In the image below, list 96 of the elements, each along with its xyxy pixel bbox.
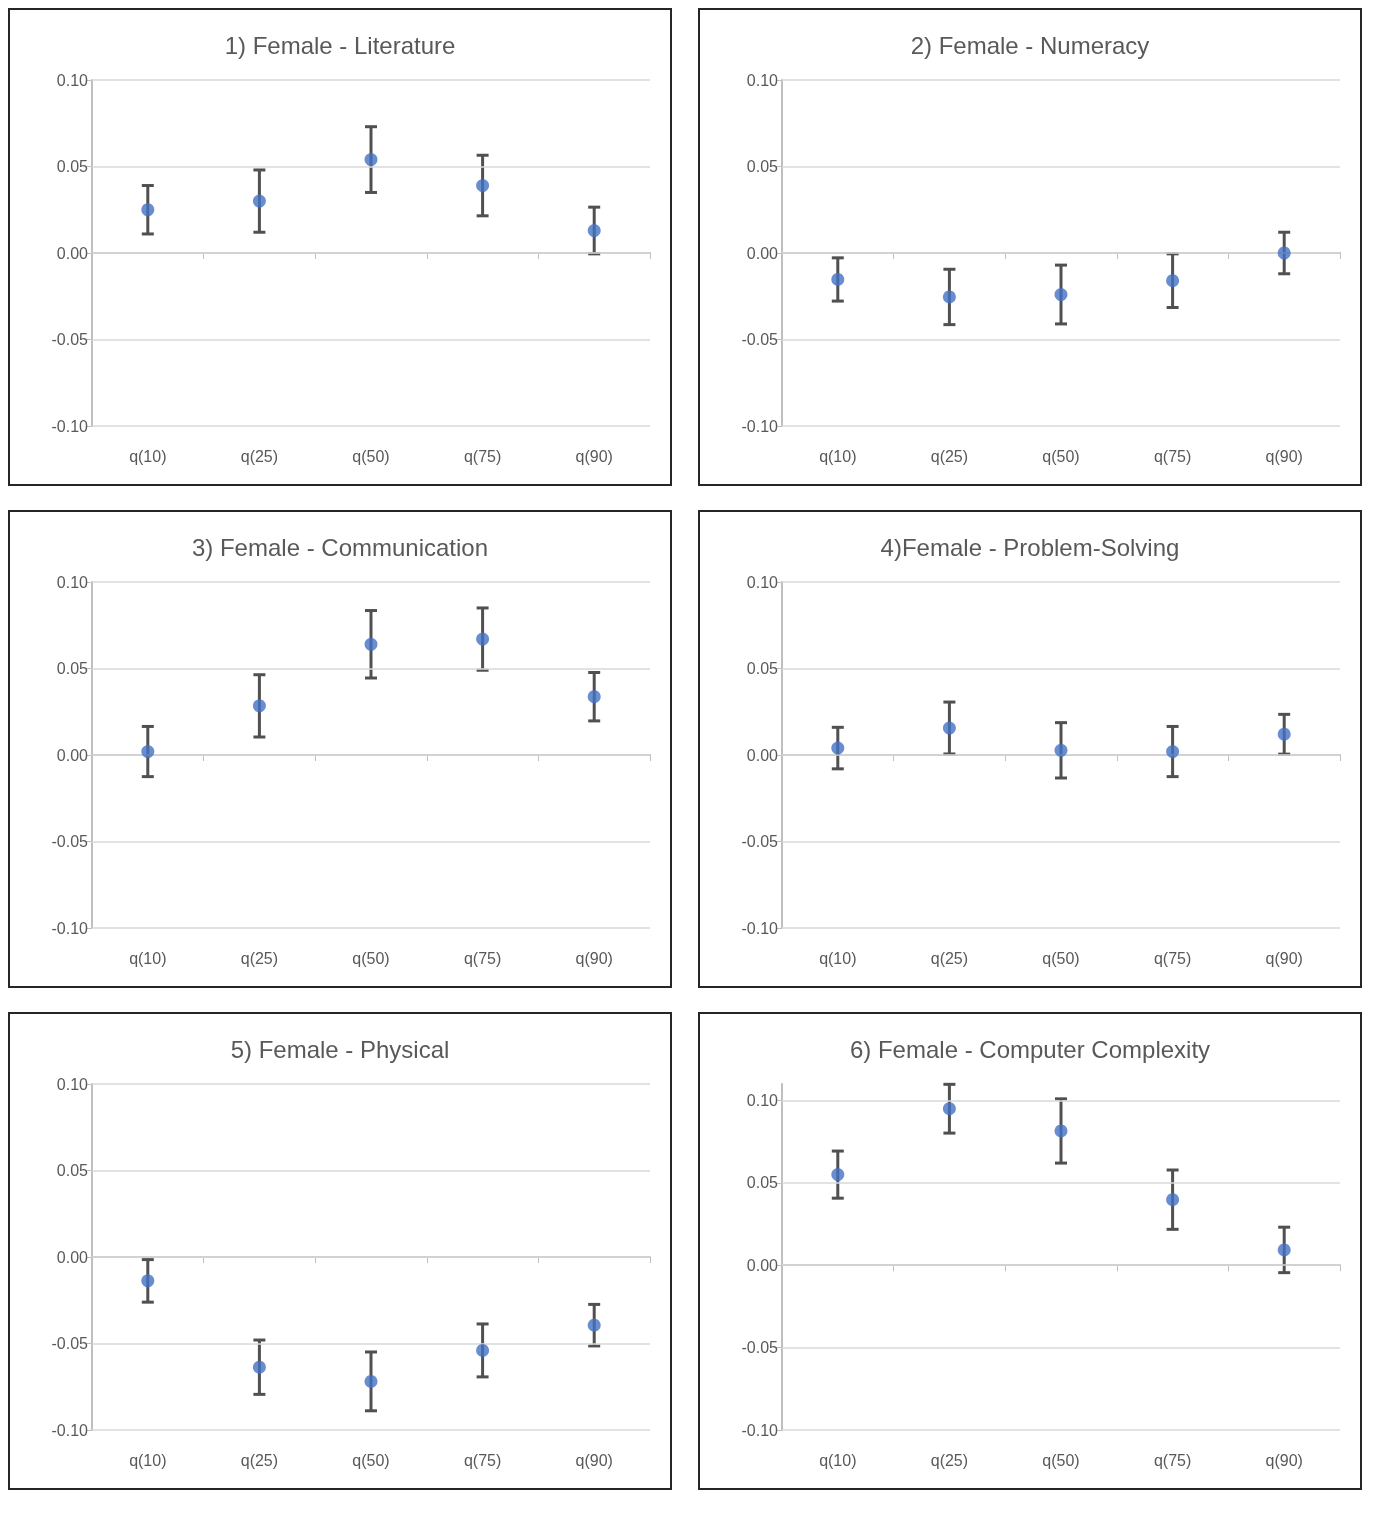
chart-title: 1) Female - Literature xyxy=(224,31,456,59)
x-tick-label: q(75) xyxy=(463,447,502,465)
point xyxy=(476,1343,490,1357)
x-tick-label: q(25) xyxy=(930,949,969,967)
y-tick-label: 0.05 xyxy=(56,158,89,175)
y-tick-label: -0.05 xyxy=(741,331,779,348)
point xyxy=(942,1102,956,1116)
y-tick-label: 0.10 xyxy=(56,1075,89,1093)
x-tick-label: q(25) xyxy=(240,1451,279,1469)
y-tick-label: 0.05 xyxy=(56,1162,89,1179)
x-tick-label: q(90) xyxy=(1265,949,1303,967)
x-tick-label: q(50) xyxy=(352,447,390,465)
point xyxy=(141,745,155,759)
point xyxy=(831,741,845,755)
x-tick-label: q(90) xyxy=(575,447,613,465)
x-tick-label: q(75) xyxy=(1153,1451,1192,1469)
x-tick-label: q(75) xyxy=(463,1451,502,1469)
chart-title: 5) Female - Physical xyxy=(230,1035,450,1063)
point xyxy=(1277,246,1291,260)
point xyxy=(587,224,601,238)
y-tick-label: 0.10 xyxy=(746,71,779,89)
x-tick-label: q(50) xyxy=(1042,1451,1080,1469)
y-tick-label: 0.10 xyxy=(746,1091,779,1109)
x-tick-label: q(90) xyxy=(575,949,613,967)
x-tick-label: q(90) xyxy=(1265,447,1303,465)
y-tick-label: -0.05 xyxy=(741,833,779,850)
x-tick-label: q(10) xyxy=(819,447,857,465)
y-tick-label: 0.10 xyxy=(746,573,779,591)
x-tick-label: q(10) xyxy=(819,949,857,967)
x-tick-label: q(75) xyxy=(1153,447,1192,465)
point xyxy=(252,699,266,713)
x-tick-label: q(10) xyxy=(129,447,167,465)
x-tick-label: q(10) xyxy=(129,949,167,967)
y-tick-label: -0.05 xyxy=(51,1335,89,1352)
y-tick-label: 0.00 xyxy=(746,746,779,764)
y-tick-label: 0.05 xyxy=(746,158,779,175)
point xyxy=(1054,743,1068,757)
y-tick-label: 0.05 xyxy=(746,660,779,677)
point xyxy=(587,1318,601,1332)
x-tick-label: q(50) xyxy=(1042,447,1080,465)
point xyxy=(587,690,601,704)
y-tick-label: -0.10 xyxy=(741,1421,779,1439)
x-tick-label: q(25) xyxy=(930,447,969,465)
y-tick-label: 0.00 xyxy=(56,746,89,764)
chart-title: 2) Female - Numeracy xyxy=(910,31,1150,59)
point xyxy=(1277,727,1291,741)
y-tick-label: -0.05 xyxy=(741,1339,779,1357)
point xyxy=(364,1374,378,1388)
x-tick-label: q(25) xyxy=(240,949,279,967)
point xyxy=(141,1274,155,1288)
y-tick-label: -0.10 xyxy=(51,919,89,937)
point xyxy=(1166,1193,1180,1207)
x-tick-label: q(25) xyxy=(240,447,279,465)
point xyxy=(1166,745,1180,759)
chart-title: 4)Female - Problem-Solving xyxy=(880,533,1180,561)
x-tick-label: q(50) xyxy=(1042,949,1080,967)
point xyxy=(476,632,490,646)
y-tick-label: 0.00 xyxy=(746,1256,779,1274)
y-tick-label: 0.05 xyxy=(56,660,89,677)
y-tick-label: 0.00 xyxy=(56,1248,89,1266)
x-tick-label: q(10) xyxy=(819,1451,857,1469)
point xyxy=(1054,288,1068,302)
point xyxy=(364,153,378,167)
y-tick-label: 0.10 xyxy=(56,71,89,89)
y-tick-label: -0.10 xyxy=(51,1421,89,1439)
y-tick-label: -0.10 xyxy=(741,417,779,435)
point xyxy=(1277,1243,1291,1257)
y-tick-label: 0.05 xyxy=(746,1174,779,1192)
y-tick-label: 0.00 xyxy=(56,244,89,262)
x-tick-label: q(75) xyxy=(1153,949,1192,967)
point xyxy=(831,272,845,286)
x-tick-label: q(90) xyxy=(575,1451,613,1469)
x-tick-label: q(75) xyxy=(463,949,502,967)
x-tick-label: q(90) xyxy=(1265,1451,1303,1469)
y-tick-label: -0.05 xyxy=(51,331,89,348)
y-tick-label: -0.05 xyxy=(51,833,89,850)
point xyxy=(1054,1124,1068,1138)
y-tick-label: -0.10 xyxy=(741,919,779,937)
chart-title: 6) Female - Computer Complexity xyxy=(849,1035,1211,1063)
point xyxy=(942,721,956,735)
point xyxy=(942,290,956,304)
point xyxy=(831,1168,845,1182)
x-tick-label: q(50) xyxy=(352,1451,390,1469)
point xyxy=(476,179,490,193)
chart-title: 3) Female - Communication xyxy=(191,533,489,561)
point xyxy=(252,194,266,208)
x-tick-label: q(50) xyxy=(352,949,390,967)
point xyxy=(1166,274,1180,288)
point xyxy=(141,203,155,217)
y-tick-label: -0.10 xyxy=(51,417,89,435)
x-tick-label: q(10) xyxy=(129,1451,167,1469)
y-tick-label: 0.00 xyxy=(746,244,779,262)
point xyxy=(252,1360,266,1374)
y-tick-label: 0.10 xyxy=(56,573,89,591)
point xyxy=(364,637,378,651)
x-tick-label: q(25) xyxy=(930,1451,969,1469)
